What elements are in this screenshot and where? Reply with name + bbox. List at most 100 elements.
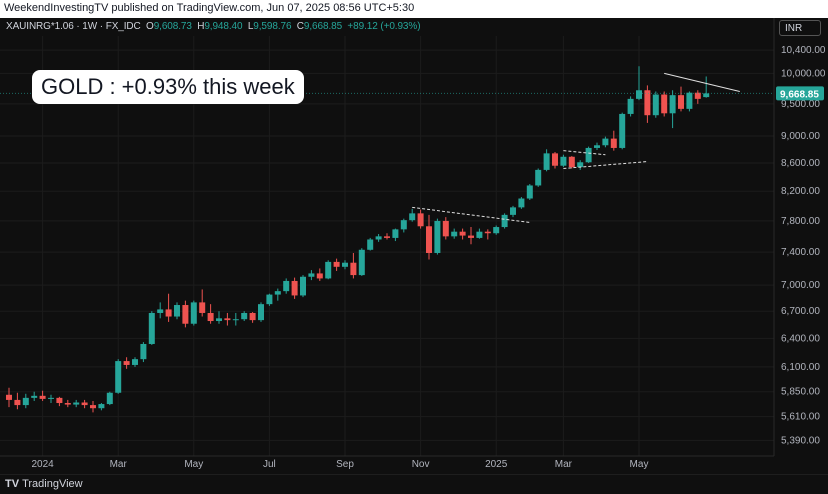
candle-body bbox=[686, 92, 693, 109]
open-value: 9,608.73 bbox=[153, 21, 192, 32]
trendline-feb-bottom bbox=[563, 161, 648, 169]
candle-body bbox=[451, 231, 458, 237]
candle-body bbox=[140, 343, 147, 360]
candle-body bbox=[48, 397, 54, 399]
candle-body bbox=[526, 185, 533, 199]
candle-body bbox=[31, 395, 38, 398]
candle-body bbox=[56, 397, 63, 404]
candle-body bbox=[207, 312, 214, 322]
publish-text: WeekendInvestingTV published on TradingV… bbox=[4, 2, 415, 14]
y-tick-label: 6,700.00 bbox=[781, 306, 820, 317]
tv-icon: TV bbox=[5, 478, 20, 490]
candle-body bbox=[342, 262, 348, 267]
change-value: +89.12 (+0.93%) bbox=[347, 21, 421, 32]
candle-body bbox=[501, 214, 508, 228]
symbol-label[interactable]: XAUINRG*1.06 · 1W · FX_IDC bbox=[6, 21, 141, 32]
candle-body bbox=[216, 318, 222, 322]
y-tick-label: 8,200.00 bbox=[781, 186, 820, 197]
candle-body bbox=[132, 359, 138, 365]
candle-body bbox=[308, 273, 315, 277]
y-tick-label: 6,400.00 bbox=[781, 333, 820, 344]
candle-body bbox=[316, 273, 323, 279]
y-tick-label: 5,610.00 bbox=[781, 412, 820, 423]
x-tick-label: May bbox=[630, 459, 649, 470]
candle-body bbox=[14, 399, 21, 406]
x-tick-label: May bbox=[184, 459, 203, 470]
trendline-may bbox=[664, 72, 740, 92]
close-value: 9,668.85 bbox=[303, 21, 343, 32]
tradingview-brand: TradingView bbox=[22, 478, 83, 490]
x-tick-label: Jul bbox=[263, 459, 276, 470]
x-tick-label: 2024 bbox=[31, 459, 54, 470]
high-value: 9,948.40 bbox=[204, 21, 243, 32]
candle-body bbox=[249, 312, 256, 321]
candle-body bbox=[409, 213, 416, 221]
candle-body bbox=[300, 276, 306, 296]
candle-body bbox=[392, 229, 399, 238]
candle-body bbox=[543, 153, 550, 170]
candle-body bbox=[459, 231, 466, 236]
candle-body bbox=[90, 405, 96, 409]
candle-body bbox=[636, 90, 642, 99]
candle-body bbox=[325, 261, 332, 279]
x-tick-label: Nov bbox=[412, 459, 430, 470]
candle-body bbox=[594, 145, 600, 148]
candle-body bbox=[476, 231, 483, 238]
y-tick-label: 7,400.00 bbox=[781, 247, 820, 258]
candle-body bbox=[610, 138, 617, 148]
footer: TV TradingView bbox=[0, 474, 828, 494]
x-tick-label: Sep bbox=[336, 459, 354, 470]
candle-body bbox=[560, 156, 567, 166]
candle-body bbox=[182, 305, 189, 324]
candle-body bbox=[602, 138, 609, 146]
y-tick-label: 10,000.00 bbox=[781, 68, 826, 79]
low-label: L bbox=[247, 21, 254, 32]
ohlc-legend: XAUINRG*1.06 · 1W · FX_IDC O9,608.73 H9,… bbox=[6, 21, 421, 32]
candle-body bbox=[73, 402, 80, 405]
candle-body bbox=[661, 94, 668, 114]
candle-body bbox=[157, 309, 164, 313]
candle-body bbox=[384, 236, 390, 238]
candle-body bbox=[106, 392, 113, 405]
candle-body bbox=[627, 98, 634, 114]
candle-body bbox=[22, 397, 29, 406]
close-label: C bbox=[296, 21, 304, 32]
y-tick-label: 8,600.00 bbox=[781, 158, 820, 169]
candle-body bbox=[174, 305, 180, 317]
last-price-label: 9,668.85 bbox=[780, 89, 819, 100]
y-tick-label: 7,000.00 bbox=[781, 280, 820, 291]
candle-body bbox=[266, 294, 273, 305]
candle-body bbox=[350, 262, 357, 276]
candle-body bbox=[577, 162, 584, 168]
candle-body bbox=[535, 169, 542, 186]
candle-body bbox=[442, 220, 449, 237]
candle-body bbox=[165, 309, 172, 317]
candle-body bbox=[400, 220, 407, 230]
candle-body bbox=[678, 95, 684, 109]
candle-body bbox=[568, 156, 575, 168]
candle-body bbox=[258, 304, 264, 321]
candle-body bbox=[694, 92, 701, 99]
currency-button[interactable]: INR bbox=[779, 20, 821, 36]
candle-body bbox=[644, 90, 651, 116]
x-tick-label: 2025 bbox=[485, 459, 508, 470]
candle-body bbox=[148, 312, 155, 344]
tradingview-logo[interactable]: TV TradingView bbox=[5, 478, 83, 490]
publish-bar: WeekendInvestingTV published on TradingV… bbox=[0, 0, 828, 18]
candle-body bbox=[417, 213, 424, 227]
candle-body bbox=[39, 395, 46, 399]
candle-body bbox=[64, 403, 71, 405]
candle-body bbox=[241, 312, 248, 320]
candle-body bbox=[484, 231, 491, 234]
candle-body bbox=[367, 239, 374, 250]
candle-body bbox=[468, 235, 474, 238]
y-tick-label: 10,400.00 bbox=[781, 45, 826, 56]
y-tick-label: 5,390.00 bbox=[781, 435, 820, 446]
candle-body bbox=[333, 261, 340, 267]
candle-body bbox=[6, 394, 12, 400]
candle-body bbox=[552, 153, 558, 166]
y-tick-label: 7,800.00 bbox=[781, 216, 820, 227]
candle-body bbox=[81, 402, 88, 406]
candle-body bbox=[619, 113, 626, 148]
